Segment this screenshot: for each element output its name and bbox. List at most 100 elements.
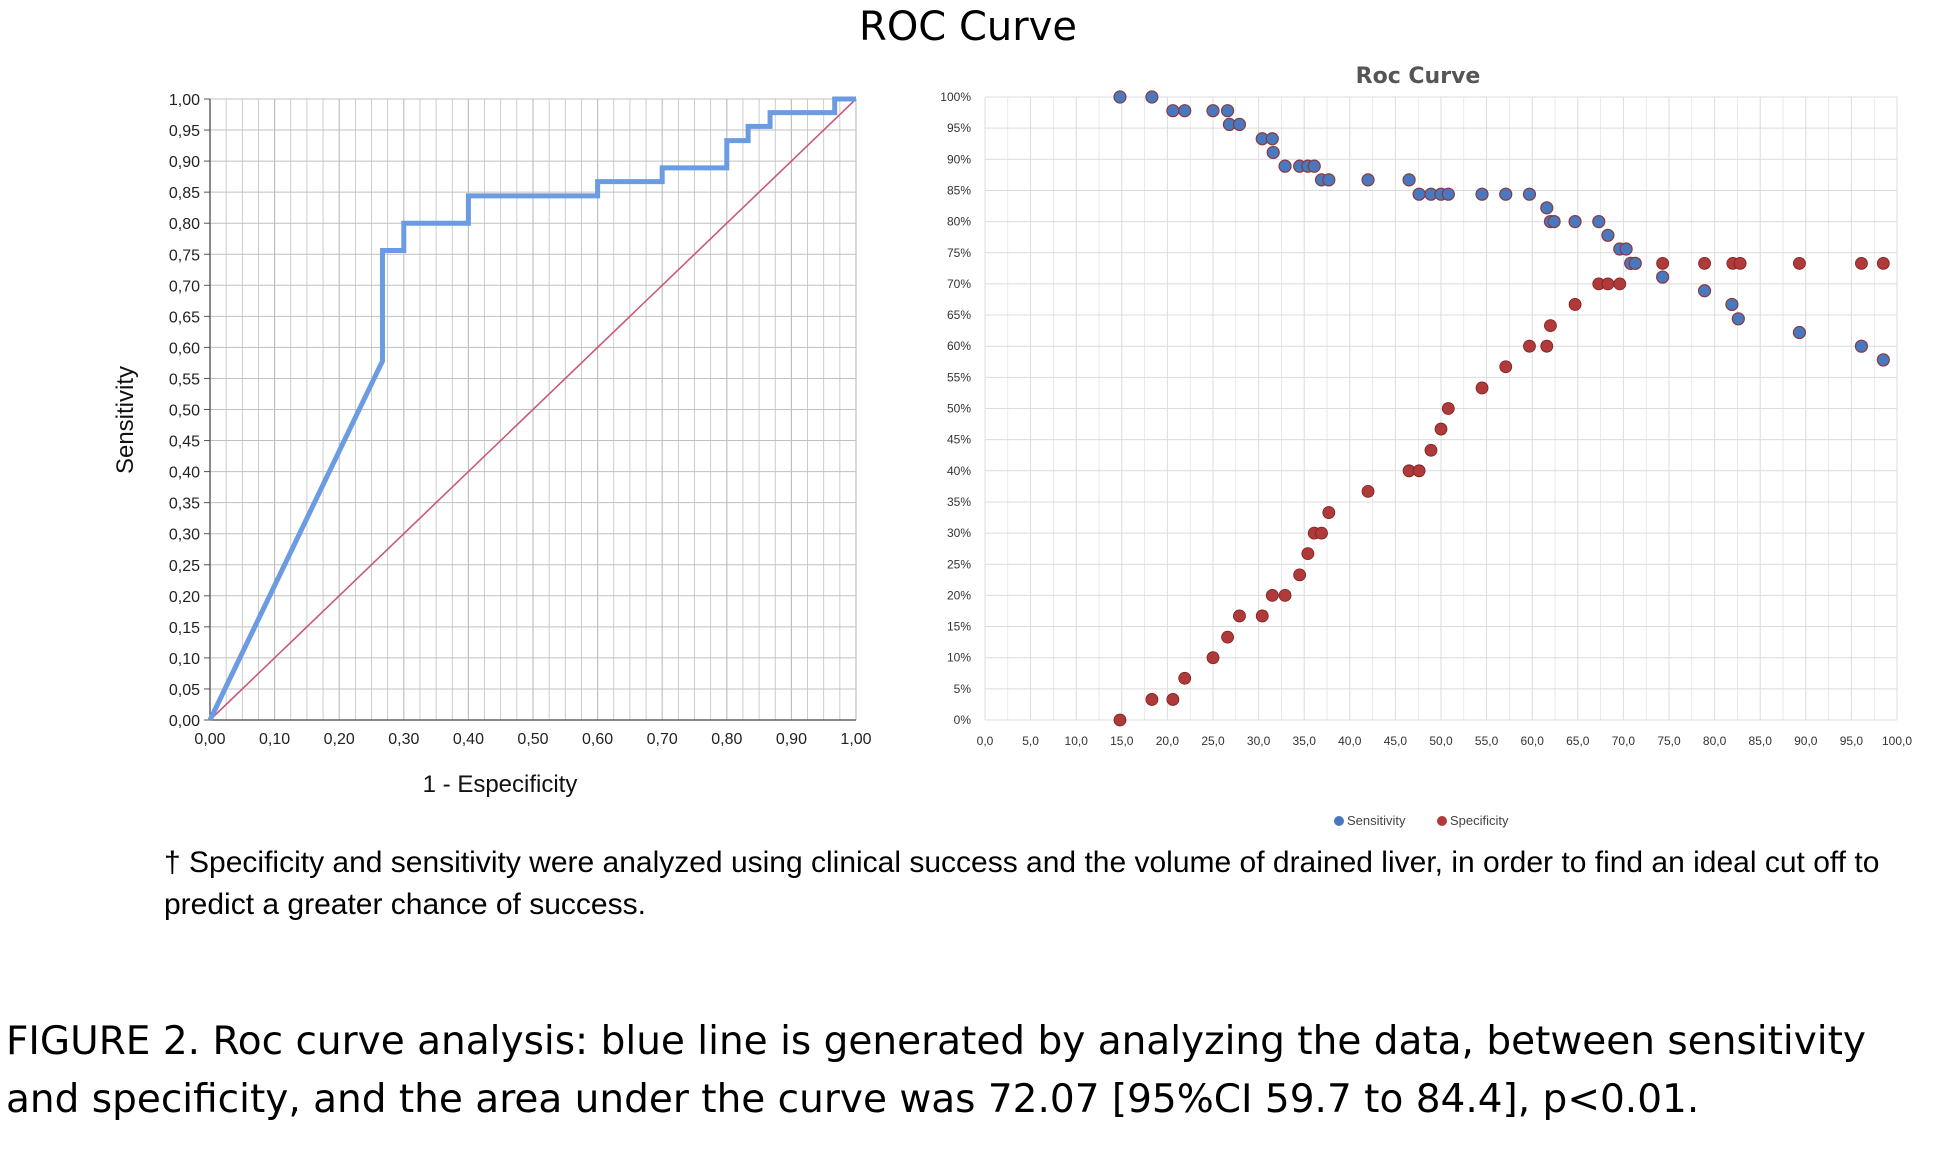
chart1-y-tick-label: 0,70 xyxy=(169,278,200,295)
specificity-point xyxy=(1568,298,1582,311)
sensitivity-point xyxy=(1402,173,1416,187)
specificity-point xyxy=(1315,526,1328,540)
sensitivity-point xyxy=(1619,242,1633,256)
specificity-point xyxy=(1255,609,1269,623)
chart1-y-tick-label: 0,90 xyxy=(169,154,200,171)
chart2-x-tick-label: 0,0 xyxy=(977,734,994,748)
specificity-point xyxy=(1322,506,1336,519)
chart2-title: Roc Curve xyxy=(1356,64,1481,89)
chart2-y-tick-label: 30% xyxy=(947,526,971,540)
specificity-point xyxy=(1145,693,1159,706)
chart1-y-tick-label: 0,85 xyxy=(169,185,200,202)
chart2-x-ticks: 0,0 5,0 10,0 15,0 20,0 25,0 30,0 35,0 40,0 45,0 50… xyxy=(977,734,1913,748)
chart1-y-axis-label: Sensitivity xyxy=(112,366,139,474)
chart1-y-tick-label: 0,45 xyxy=(169,434,200,451)
specificity-point xyxy=(1876,256,1890,270)
specificity-point xyxy=(1475,381,1489,395)
chart2-series xyxy=(1113,90,1890,727)
sensitivity-point xyxy=(1166,104,1180,118)
specificity-point xyxy=(1412,464,1426,478)
sensitivity-point xyxy=(1876,353,1890,367)
chart2-y-tick-label: 10% xyxy=(947,651,971,665)
legend-sensitivity-marker xyxy=(1334,816,1344,826)
chart2-x-tick-label: 100,0 xyxy=(1882,734,1912,748)
chart1-x-tick-label: 0,30 xyxy=(388,731,419,748)
chart2-y-tick-label: 80% xyxy=(947,215,971,229)
chart2-x-tick-label: 45,0 xyxy=(1384,734,1408,748)
chart1-y-tick-label: 0,05 xyxy=(169,682,200,699)
sensitivity-point xyxy=(1113,90,1127,104)
specificity-point xyxy=(1499,360,1513,374)
specificity-point xyxy=(1206,651,1220,665)
sensitivity-point xyxy=(1307,159,1321,173)
chart1-y-tick-label: 0,50 xyxy=(169,403,200,420)
chart1-x-ticks: 0,00 0,10 0,20 0,30 0,40 0,50 0,60 0,70 0,80 0,90… xyxy=(194,731,871,748)
roc-chart-right: Roc Curve 0% 5% 10% 15% 20% 25% 30% 35% 40% 45% 50… xyxy=(940,64,1912,828)
sensitivity-point xyxy=(1547,215,1561,229)
chart2-x-tick-label: 95,0 xyxy=(1840,734,1864,748)
chart1-y-tick-label: 0,20 xyxy=(169,589,200,606)
chart1-y-tick-label: 0,10 xyxy=(169,651,200,668)
chart2-x-tick-label: 30,0 xyxy=(1247,734,1271,748)
sensitivity-point xyxy=(1656,270,1670,284)
chart2-x-tick-label: 85,0 xyxy=(1749,734,1773,748)
sensitivity-point xyxy=(1412,187,1426,201)
sensitivity-point xyxy=(1854,339,1869,353)
chart1-x-tick-label: 0,70 xyxy=(647,731,678,748)
chart1-y-tick-label: 0,75 xyxy=(169,247,200,264)
chart2-y-tick-label: 100% xyxy=(940,90,971,104)
chart2-x-tick-label: 60,0 xyxy=(1521,734,1545,748)
chart1-y-tick-label: 0,40 xyxy=(169,465,200,482)
sensitivity-point xyxy=(1475,187,1489,201)
legend-sensitivity-label: Sensitivity xyxy=(1347,813,1406,828)
chart2-y-tick-label: 20% xyxy=(947,588,971,602)
chart2-y-tick-label: 5% xyxy=(954,682,972,696)
chart2-x-tick-label: 20,0 xyxy=(1156,734,1180,748)
chart2-x-tick-label: 35,0 xyxy=(1293,734,1317,748)
specificity-point xyxy=(1233,609,1246,623)
sensitivity-point xyxy=(1697,284,1712,298)
chart1-x-tick-label: 0,80 xyxy=(711,731,742,748)
sensitivity-point xyxy=(1232,117,1247,132)
specificity-point xyxy=(1523,339,1536,353)
specificity-point xyxy=(1698,256,1711,270)
sensitivity-point xyxy=(1206,104,1220,118)
chart2-y-tick-label: 35% xyxy=(947,495,971,509)
specificity-point xyxy=(1178,671,1192,685)
main-title: ROC Curve xyxy=(859,4,1077,50)
chart2-x-tick-label: 40,0 xyxy=(1338,734,1362,748)
chart1-y-ticks: 0,00 0,05 0,10 0,15 0,20 0,25 0,30 0,35 0,40 0,45… xyxy=(169,92,200,730)
chart1-y-tick-label: 0,65 xyxy=(169,309,200,326)
chart2-y-tick-label: 25% xyxy=(947,557,971,571)
chart2-x-tick-label: 25,0 xyxy=(1201,734,1225,748)
chart1-y-tick-label: 0,80 xyxy=(169,216,200,233)
chart2-y-tick-label: 95% xyxy=(947,121,971,135)
chart2-x-tick-label: 65,0 xyxy=(1566,734,1590,748)
chart1-x-tick-label: 0,60 xyxy=(582,731,613,748)
chart2-y-tick-label: 60% xyxy=(947,339,971,353)
sensitivity-point xyxy=(1725,297,1739,312)
sensitivity-point xyxy=(1441,187,1455,201)
chart2-y-tick-label: 0% xyxy=(954,713,972,727)
sensitivity-point xyxy=(1266,145,1280,160)
chart2-x-tick-label: 5,0 xyxy=(1022,734,1039,748)
chart2-y-tick-label: 90% xyxy=(947,152,971,166)
roc-curve-line xyxy=(207,96,856,722)
chart1-x-axis-label: 1 - Especificity xyxy=(423,771,578,798)
chart2-x-tick-label: 70,0 xyxy=(1612,734,1636,748)
chart2-y-tick-label: 15% xyxy=(947,620,971,634)
chart1-x-tick-label: 0,00 xyxy=(194,731,225,748)
sensitivity-point xyxy=(1322,173,1336,187)
chart1-series xyxy=(207,96,857,722)
specificity-point xyxy=(1441,402,1455,415)
sensitivity-point xyxy=(1592,215,1606,229)
sensitivity-point xyxy=(1278,159,1292,173)
chart1-grid xyxy=(204,98,857,721)
chart1-y-tick-label: 0,15 xyxy=(169,620,200,637)
sensitivity-point xyxy=(1628,256,1642,270)
specificity-point xyxy=(1424,443,1438,457)
sensitivity-point xyxy=(1568,215,1582,229)
sensitivity-point xyxy=(1361,173,1375,187)
chart2-x-tick-label: 10,0 xyxy=(1065,734,1089,748)
sensitivity-point xyxy=(1178,104,1192,118)
